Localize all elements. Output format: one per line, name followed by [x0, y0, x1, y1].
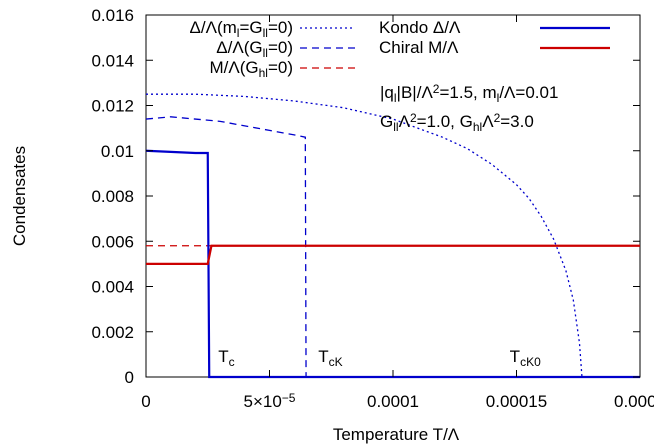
critical-temperature-label: Tc — [218, 347, 234, 369]
x-tick-label: 0.0001 — [367, 392, 419, 411]
x-tick-label: 0.00015 — [486, 392, 547, 411]
legend-label-kondo: Kondo Δ/Λ — [379, 18, 461, 37]
y-tick-label: 0.002 — [91, 323, 134, 342]
x-tick-exponent: −5 — [282, 391, 296, 405]
series-line-chiral — [146, 244, 640, 265]
legend-label-kondo_free: Δ/Λ(ml=Gll=0) — [190, 18, 293, 40]
parameter-line: |ql|B|/Λ2=1.5, ml/Λ=0.01 — [380, 82, 558, 105]
y-tick-label: 0 — [125, 368, 134, 387]
series-layer — [145, 93, 640, 379]
legend: Δ/Λ(ml=Gll=0)Δ/Λ(Gll=0)M/Λ(Ghl=0) Kondo Δ… — [190, 18, 610, 80]
ticks-layer: 0 5×10−5 0.0001 0.00015 0.0002 0 0.002 0.004 0.0… — [91, 6, 654, 411]
x-tick-text: 0 — [141, 392, 150, 411]
y-tick-label: 0.008 — [91, 187, 134, 206]
legend-label-chiral_ghl0: M/Λ(Ghl=0) — [209, 58, 293, 80]
x-tick-label: 5×10−5 — [244, 391, 296, 411]
y-tick-label: 0.01 — [101, 142, 134, 161]
x-tick-label: 0.0002 — [614, 392, 654, 411]
critical-temperature-labels: Tc TcK TcK0 — [218, 347, 541, 369]
parameter-annotation: |ql|B|/Λ2=1.5, ml/Λ=0.01 GllΛ2=1.0, GhlΛ2… — [380, 82, 558, 134]
y-tick-label: 0.006 — [91, 232, 134, 251]
critical-temperature-label: TcK — [318, 347, 342, 369]
y-tick-label: 0.004 — [91, 278, 134, 297]
series-line-kondo_gll0 — [145, 116, 640, 378]
legend-label-chiral: Chiral M/Λ — [379, 38, 459, 57]
critical-temperature-label: TcK0 — [510, 347, 541, 369]
y-axis-title: Condensates — [10, 146, 29, 246]
x-tick-text: 5×10 — [244, 392, 282, 411]
x-axis-title: Temperature T/Λ — [333, 425, 460, 444]
y-tick-label: 0.016 — [91, 6, 134, 25]
x-tick-label: 0 — [141, 392, 150, 411]
y-tick-label: 0.012 — [91, 97, 134, 116]
x-tick-text: 0.00015 — [486, 392, 547, 411]
x-tick-text: 0.0002 — [614, 392, 654, 411]
parameter-line: GllΛ2=1.0, GhlΛ2=3.0 — [380, 111, 534, 134]
x-tick-text: 0.0001 — [367, 392, 419, 411]
y-tick-label: 0.014 — [91, 51, 134, 70]
series-line-kondo_free — [146, 93, 640, 378]
series-line-kondo — [145, 149, 640, 379]
legend-label-kondo_gll0: Δ/Λ(Gll=0) — [216, 38, 293, 60]
